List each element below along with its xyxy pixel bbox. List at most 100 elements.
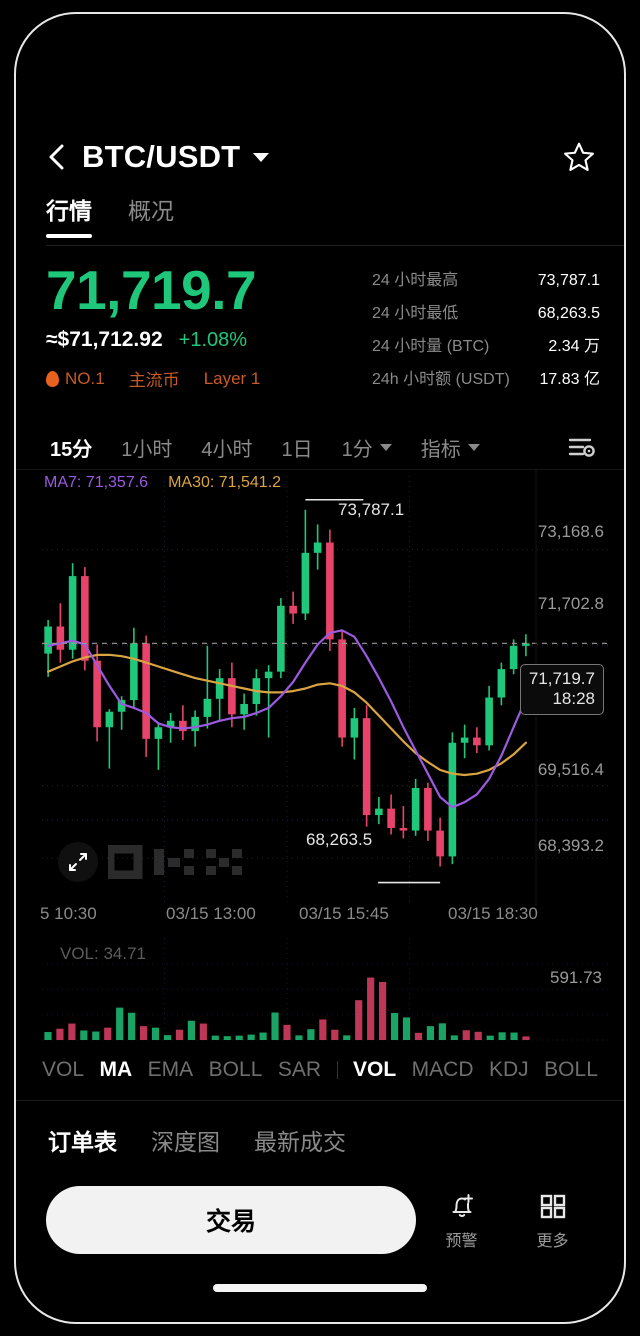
page-title[interactable]: BTC/USDT [82,139,241,174]
volume-svg [42,938,608,1041]
stat-value: 68,263.5 [537,305,600,322]
high-price-marker: 73,787.1 [338,500,405,519]
tag-row: NO.1 主流币 Layer 1 [46,366,366,391]
current-price-marker: 71,719.7 18:28 [519,664,604,715]
y-axis-label: 69,516.4 [537,760,604,779]
okx-logo-icon [108,845,242,879]
low-price-marker: 68,263.5 [306,830,373,849]
stat-label: 24 小时量 (BTC) [372,338,490,355]
timeframe-1d[interactable]: 1日 [281,438,313,461]
price-subline: ≈$71,712.92 +1.08% [46,328,366,352]
indicator-vol-main[interactable]: VOL [42,1058,85,1081]
indicator-macd[interactable]: MACD [411,1058,474,1081]
timeframe-1h[interactable]: 1小时 [121,438,173,461]
tag-mainstream[interactable]: 主流币 [128,371,180,390]
more-button[interactable]: 更多 [507,1190,598,1251]
ma-legend: MA7: 71,357.6 MA30: 71,541.2 [44,474,281,492]
expand-fullscreen-icon [69,853,87,871]
chevron-down-icon [467,443,480,451]
stat-row: 24 小时量 (BTC) 2.34 万 [372,332,600,356]
timeframe-more[interactable]: 1分 [342,433,392,462]
stat-label: 24h 小时额 (USDT) [372,371,510,388]
x-axis-label: 03/15 18:30 [448,904,538,923]
more-label: 更多 [536,1232,569,1250]
stat-value: 17.83 亿 [539,371,601,388]
indicator-boll-sub[interactable]: BOLL [544,1058,598,1081]
favorite-button[interactable] [562,140,596,174]
price-chart[interactable]: MA7: 71,357.6 MA30: 71,541.2 73,168.6 71… [16,470,624,930]
stat-label: 24 小时最低 [372,305,459,322]
tab-orderbook[interactable]: 订单表 [48,1129,117,1155]
alert-label: 预警 [445,1232,478,1250]
star-icon [564,142,594,171]
grid-icon [540,1194,565,1218]
tag-layer1[interactable]: Layer 1 [203,368,261,388]
price-usd: ≈$71,712.92 [46,328,163,351]
chevron-left-icon [49,144,64,170]
stat-label: 24 小时最高 [372,272,459,289]
bell-plus-icon [452,1193,473,1217]
flame-icon [46,370,59,387]
current-price-value: 71,719.7 [528,669,595,688]
app-header: BTC/USDT [16,126,624,188]
current-price-time: 18:28 [552,689,595,708]
x-axis-label: 03/15 13:00 [166,904,256,923]
action-bar: 交易 预警 更多 [16,1172,624,1268]
home-indicator [213,1284,427,1292]
y-axis-label: 71,702.8 [537,594,604,613]
indicator-menu[interactable]: 指标 [421,433,480,462]
indicator-boll[interactable]: BOLL [208,1058,263,1081]
x-axis-label: 5 10:30 [40,904,97,923]
stat-row: 24h 小时额 (USDT) 17.83 亿 [372,365,600,389]
volume-max-label: 591.73 [550,968,602,987]
chevron-down-icon [379,443,392,451]
ma30-legend: MA30: 71,541.2 [168,474,282,491]
timeframe-4h[interactable]: 4小时 [201,438,253,461]
price-change-percent: +1.08% [178,329,248,351]
tab-market[interactable]: 行情 [46,192,92,238]
indicator-menu-label: 指标 [420,438,461,461]
indicator-separator [336,1061,338,1079]
indicator-kdj[interactable]: KDJ [489,1058,529,1081]
tag-rank[interactable]: NO.1 [46,369,105,389]
chart-watermark [58,842,248,882]
x-axis-label: 03/15 15:45 [299,904,389,923]
market-stats: 24 小时最高 73,787.1 24 小时最低 68,263.5 24 小时量… [372,266,600,398]
tab-overview[interactable]: 概况 [128,198,174,224]
tab-trades[interactable]: 最新成交 [254,1129,346,1155]
timeframe-divider [16,469,624,470]
indicator-ma[interactable]: MA [99,1058,133,1081]
tag-rank-label: NO.1 [65,368,105,388]
bottom-divider [16,1100,624,1101]
price-block: 71,719.7 ≈$71,712.92 +1.08% NO.1 主流币 Lay… [46,258,366,391]
timeframe-15m[interactable]: 15分 [50,438,93,461]
y-axis-label: 68,393.2 [537,836,604,855]
back-button[interactable] [46,142,68,172]
bottom-tab-bar: 订单表 深度图 最新成交 [16,1110,624,1170]
tab-depth[interactable]: 深度图 [151,1129,220,1155]
indicator-row: VOL MA EMA BOLL SAR VOL MACD KDJ BOLL [16,1048,624,1092]
chart-settings-button[interactable] [566,434,596,460]
trade-button[interactable]: 交易 [46,1186,416,1254]
alert-button[interactable]: 预警 [416,1190,507,1251]
stat-value: 2.34 万 [548,338,600,355]
stat-value: 73,787.1 [537,272,600,289]
header-divider [46,245,624,246]
ma7-legend: MA7: 71,357.6 [44,474,149,491]
indicator-vol-sub[interactable]: VOL [353,1058,397,1081]
stat-row: 24 小时最低 68,263.5 [372,299,600,323]
chevron-down-icon[interactable] [253,152,270,162]
indicator-ema[interactable]: EMA [147,1058,194,1081]
volume-chart[interactable]: VOL: 34.71 591.73 [16,938,624,1048]
y-axis-label: 73,168.6 [537,522,604,541]
volume-legend: VOL: 34.71 [60,944,147,963]
timeframe-more-label: 1分 [341,438,373,461]
timeframe-bar: 15分 1小时 4小时 1日 1分 指标 [16,422,624,472]
top-tab-bar: 行情 概况 [16,192,624,244]
app-screen: BTC/USDT 行情 概况 71,719.7 ≈$71,712.92 +1.0… [16,14,624,1322]
expand-fullscreen-button[interactable] [58,842,98,882]
x-axis: 5 10:30 03/15 13:00 03/15 15:45 03/15 18… [16,904,624,938]
stat-row: 24 小时最高 73,787.1 [372,266,600,290]
indicator-sar[interactable]: SAR [277,1058,322,1081]
